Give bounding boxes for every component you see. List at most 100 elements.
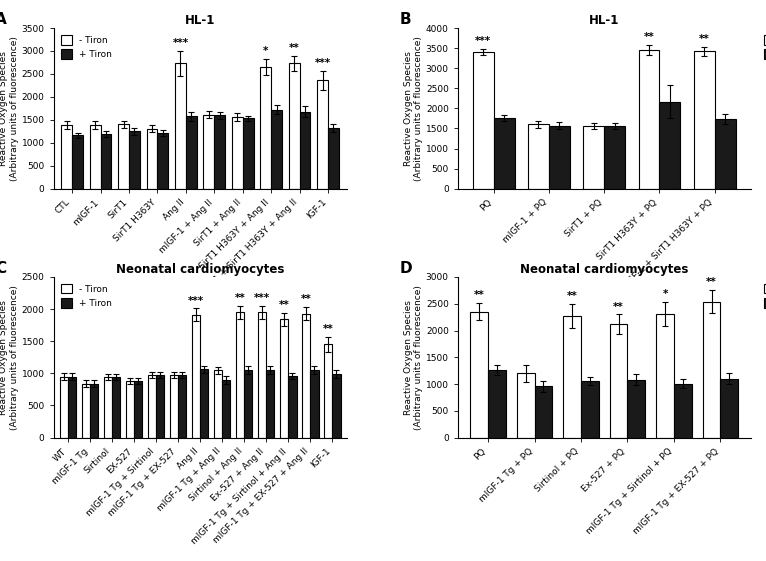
Text: ***: ***: [315, 58, 331, 68]
Bar: [302, 314, 310, 438]
Bar: [170, 375, 178, 438]
Bar: [528, 125, 549, 188]
Bar: [494, 118, 515, 188]
Bar: [288, 376, 296, 438]
Bar: [82, 384, 90, 438]
Bar: [470, 312, 488, 438]
Text: *: *: [663, 289, 668, 299]
Legend: - Tiron, + Tiron: - Tiron, + Tiron: [58, 33, 114, 62]
Bar: [236, 312, 244, 438]
Bar: [563, 316, 581, 438]
Bar: [535, 386, 552, 438]
Bar: [60, 376, 68, 438]
Bar: [68, 376, 77, 438]
Bar: [604, 126, 625, 188]
Bar: [200, 370, 208, 438]
Bar: [702, 302, 721, 438]
Bar: [656, 314, 674, 438]
Bar: [222, 380, 231, 438]
Bar: [186, 116, 197, 188]
Bar: [214, 115, 225, 188]
Bar: [103, 377, 112, 438]
Legend: - Tiron, + Tiron: - Tiron, + Tiron: [761, 33, 766, 62]
Bar: [660, 102, 680, 188]
Text: **: **: [279, 300, 290, 310]
Bar: [204, 115, 214, 188]
Bar: [134, 381, 142, 438]
Bar: [100, 134, 111, 188]
Text: A: A: [0, 12, 7, 27]
Bar: [129, 131, 139, 188]
Text: **: **: [300, 295, 311, 304]
Bar: [175, 63, 186, 188]
Text: **: **: [289, 43, 300, 53]
Y-axis label: Reactive Oxygen Species
(Arbitrary units of fluorescence): Reactive Oxygen Species (Arbitrary units…: [404, 36, 423, 181]
Title: Neonatal cardiomyocytes: Neonatal cardiomyocytes: [520, 263, 689, 276]
Bar: [694, 52, 715, 188]
Bar: [310, 370, 319, 438]
Bar: [112, 377, 120, 438]
Bar: [674, 384, 692, 438]
Bar: [280, 319, 288, 438]
Bar: [639, 50, 660, 188]
Bar: [243, 118, 254, 188]
Text: **: **: [706, 277, 717, 287]
Text: **: **: [643, 33, 654, 43]
Bar: [178, 375, 186, 438]
Text: B: B: [399, 12, 411, 27]
Bar: [721, 379, 738, 438]
Bar: [257, 312, 266, 438]
Bar: [271, 110, 282, 188]
Title: HL-1: HL-1: [589, 14, 620, 27]
Bar: [300, 112, 310, 188]
Text: ***: ***: [475, 36, 491, 46]
Bar: [317, 80, 328, 188]
Legend: - Tiron, + Tiron: - Tiron, + Tiron: [58, 282, 114, 311]
Bar: [72, 135, 83, 188]
Bar: [157, 133, 169, 188]
Bar: [549, 126, 570, 188]
Bar: [214, 370, 222, 438]
Bar: [583, 126, 604, 188]
Text: D: D: [399, 261, 412, 276]
Y-axis label: Reactive Oxygen Species
(Arbitrary units of fluorescence): Reactive Oxygen Species (Arbitrary units…: [404, 285, 423, 430]
Text: ***: ***: [172, 38, 188, 48]
Bar: [148, 375, 156, 438]
Text: **: **: [567, 291, 578, 301]
Bar: [517, 373, 535, 438]
Bar: [332, 374, 341, 438]
Bar: [266, 370, 274, 438]
Title: Neonatal cardiomyocytes: Neonatal cardiomyocytes: [116, 263, 284, 276]
Bar: [581, 381, 599, 438]
Bar: [61, 125, 72, 188]
Bar: [90, 384, 98, 438]
Bar: [90, 125, 100, 188]
Text: **: **: [699, 34, 709, 44]
Bar: [289, 63, 300, 188]
Bar: [244, 370, 253, 438]
Bar: [610, 324, 627, 438]
Title: HL-1: HL-1: [185, 14, 215, 27]
Text: **: **: [474, 291, 485, 300]
Bar: [473, 52, 494, 188]
Bar: [328, 128, 339, 188]
Text: **: **: [614, 302, 624, 311]
Bar: [118, 125, 129, 188]
Text: ***: ***: [188, 296, 204, 306]
Bar: [126, 381, 134, 438]
Bar: [260, 67, 271, 188]
Bar: [232, 117, 243, 188]
Legend: - Tiron, + Tiron: - Tiron, + Tiron: [761, 282, 766, 311]
Bar: [715, 119, 736, 188]
Text: **: **: [322, 324, 333, 334]
Bar: [192, 315, 200, 438]
Text: ***: ***: [254, 293, 270, 303]
Bar: [146, 128, 157, 188]
Y-axis label: Reactive Oxygen Species
(Arbitrary units of fluorescence): Reactive Oxygen Species (Arbitrary units…: [0, 285, 19, 430]
Text: **: **: [234, 293, 245, 303]
Bar: [488, 370, 506, 438]
Bar: [156, 375, 165, 438]
Text: *: *: [263, 47, 268, 56]
Text: C: C: [0, 261, 6, 276]
Y-axis label: Reactive Oxygen Species
(Arbitrary units of fluorescence): Reactive Oxygen Species (Arbitrary units…: [0, 36, 19, 181]
